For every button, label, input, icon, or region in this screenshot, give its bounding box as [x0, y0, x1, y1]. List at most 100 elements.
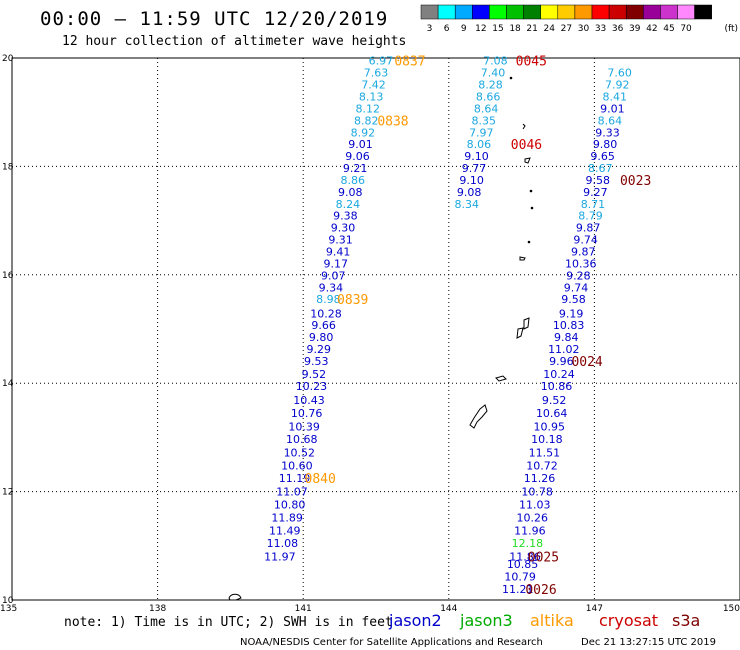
- wave-height-value: 11.89: [271, 512, 303, 525]
- wave-height-value: 7.40: [481, 67, 506, 80]
- wave-height-value: 9.53: [304, 355, 329, 368]
- wave-height-value: 9.08: [338, 186, 363, 199]
- legend-label: 30: [578, 24, 590, 34]
- wave-height-value: 9.84: [554, 331, 579, 344]
- legend-label: 39: [629, 24, 641, 34]
- wave-height-value: 10.60: [281, 460, 313, 473]
- legend-label: 33: [595, 24, 606, 34]
- wave-height-value: 8.79: [578, 210, 603, 223]
- pass-time-label: 0026: [525, 583, 556, 598]
- wave-height-value: 7.60: [607, 67, 632, 80]
- wave-height-value: 9.80: [593, 138, 618, 151]
- y-tick-label: 16: [2, 271, 14, 281]
- satellite-legend-item: jason2: [388, 611, 442, 630]
- legend-label: 18: [509, 24, 521, 34]
- wave-height-value: 9.87: [571, 245, 596, 258]
- wave-height-value: 9.21: [343, 162, 368, 175]
- wave-height-value: 9.87: [576, 222, 601, 235]
- wave-height-value: 10.52: [284, 447, 316, 460]
- x-tick-label: 150: [723, 604, 740, 614]
- x-tick-label: 138: [149, 604, 166, 614]
- legend-label: 12: [475, 24, 486, 34]
- grid-lines: [12, 58, 740, 600]
- units-note: note: 1) Time is in UTC; 2) SWH is in fe…: [64, 615, 393, 630]
- satellite-legend: jason2 jason3 altika cryosat s3a: [388, 611, 700, 630]
- wave-height-value: 11.21: [502, 583, 534, 596]
- pass-time-label: 0024: [571, 355, 602, 370]
- timestamp-text: Dec 21 13:27:15 UTC 2019: [581, 637, 716, 648]
- pass-time-label: 0839: [337, 293, 368, 308]
- wave-height-value: 9.17: [323, 257, 348, 270]
- wave-height-value: 10.78: [521, 486, 553, 499]
- legend-label: 70: [680, 24, 692, 34]
- pass-time-label: 0023: [620, 174, 651, 189]
- legend-swatch: [557, 4, 576, 20]
- wave-height-value: 11.02: [548, 343, 580, 356]
- legend-swatch: [420, 4, 439, 20]
- wave-height-value: 9.52: [542, 394, 567, 407]
- y-tick-label: 10: [2, 596, 14, 606]
- wave-height-value: 9.29: [306, 343, 331, 356]
- y-tick-label: 12: [2, 488, 13, 498]
- wave-height-value: 8.35: [471, 114, 496, 127]
- wave-height-value: 8.28: [478, 79, 503, 92]
- wave-height-value: 9.19: [559, 307, 584, 320]
- islet: [522, 123, 526, 130]
- wave-height-value: 8.13: [359, 90, 384, 103]
- wave-height-value: 9.07: [321, 269, 346, 282]
- wave-height-value: 8.98: [316, 293, 341, 306]
- wave-height-value: 10.64: [536, 407, 568, 420]
- wave-height-value: 10.79: [504, 571, 536, 584]
- wave-height-value: 10.72: [526, 460, 558, 473]
- wave-height-value: 9.74: [564, 281, 589, 294]
- wave-height-value: 8.67: [588, 162, 613, 175]
- credit-text: NOAA/NESDIS Center for Satellite Applica…: [240, 637, 543, 648]
- wave-height-value: 11.86: [509, 551, 541, 564]
- wave-height-value: 7.63: [364, 67, 389, 80]
- legend-swatch: [643, 4, 661, 20]
- islet: [530, 206, 534, 210]
- wave-height-value: 8.41: [603, 90, 628, 103]
- wave-height-value: 8.06: [467, 138, 492, 151]
- wave-height-value: 9.66: [311, 319, 336, 332]
- pass-time-label: 0045: [516, 55, 547, 70]
- wave-height-value: 8.64: [598, 114, 623, 127]
- wave-height-value: 9.27: [583, 186, 608, 199]
- wave-height-value: 10.39: [288, 421, 320, 434]
- wave-height-value: 9.33: [595, 126, 620, 139]
- legend-swatch: [489, 4, 507, 20]
- wave-height-value: 9.58: [561, 293, 586, 306]
- islet: [509, 76, 513, 80]
- legend-swatch: [608, 4, 627, 20]
- wave-height-value: 8.92: [351, 126, 376, 139]
- legend-swatch: [625, 4, 644, 20]
- legend-swatch: [540, 4, 559, 20]
- wave-height-value: 9.74: [573, 234, 598, 247]
- satellite-legend-item: cryosat: [599, 611, 658, 630]
- legend-swatch: [694, 4, 712, 20]
- wave-height-value: 10.86: [541, 380, 573, 393]
- legend-label: 6: [444, 24, 450, 34]
- legend-swatch: [454, 4, 473, 20]
- wave-height-value: 8.71: [581, 198, 606, 211]
- legend-swatch: [660, 4, 678, 20]
- map-subtitle: 12 hour collection of altimeter wave hei…: [62, 34, 406, 49]
- wave-height-value: 9.96: [549, 355, 574, 368]
- legend-swatch: [523, 4, 541, 20]
- legend-label: 36: [612, 24, 624, 34]
- wave-height-value: 9.65: [590, 150, 615, 163]
- wave-height-value: 9.08: [457, 186, 482, 199]
- wave-height-value: 10.36: [565, 257, 597, 270]
- wave-height-value: 11.07: [276, 486, 308, 499]
- anatahan-island: [519, 256, 526, 261]
- wave-height-value: 8.24: [336, 198, 361, 211]
- legend-label: 27: [561, 24, 572, 34]
- y-tick-label: 14: [2, 379, 14, 389]
- legend-label: 15: [492, 24, 503, 34]
- wave-height-value: 10.85: [507, 558, 539, 571]
- plot-frame: [11, 57, 740, 601]
- wave-height-value: 9.28: [566, 269, 591, 282]
- wave-height-value: 8.66: [476, 90, 501, 103]
- wave-height-values: 6.977.637.428.138.128.828.929.019.069.21…: [264, 55, 632, 596]
- legend-unit: (ft): [724, 24, 738, 34]
